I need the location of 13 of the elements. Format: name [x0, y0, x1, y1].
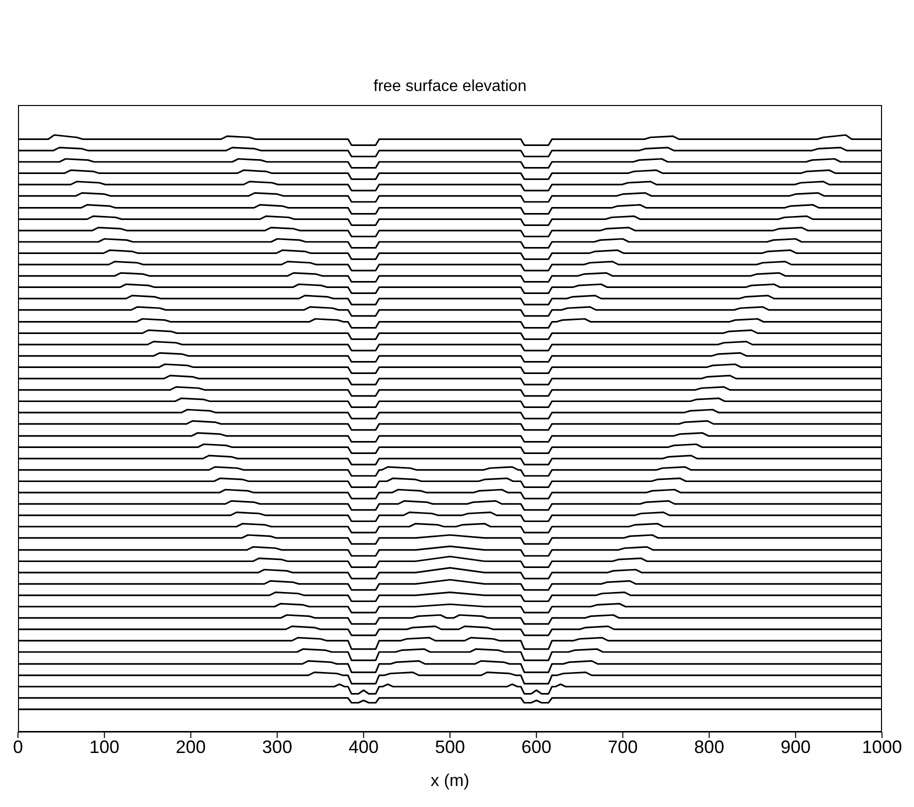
- x-tick-label: 300: [262, 736, 292, 757]
- x-tick-label: 900: [780, 736, 811, 757]
- x-tick-label: 400: [348, 736, 379, 757]
- x-tick-label: 0: [12, 736, 24, 757]
- x-tick-label: 500: [434, 736, 466, 757]
- x-tick-label: 200: [176, 736, 206, 757]
- x-tick-label: 100: [89, 736, 120, 757]
- x-tick-label: 800: [694, 736, 724, 757]
- x-tick-label: 600: [521, 736, 552, 757]
- x-tick-label: 700: [608, 736, 638, 757]
- x-axis-title: x (m): [430, 771, 470, 790]
- x-tick-label: 1000: [862, 736, 902, 757]
- chart-title: free surface elevation: [372, 78, 528, 96]
